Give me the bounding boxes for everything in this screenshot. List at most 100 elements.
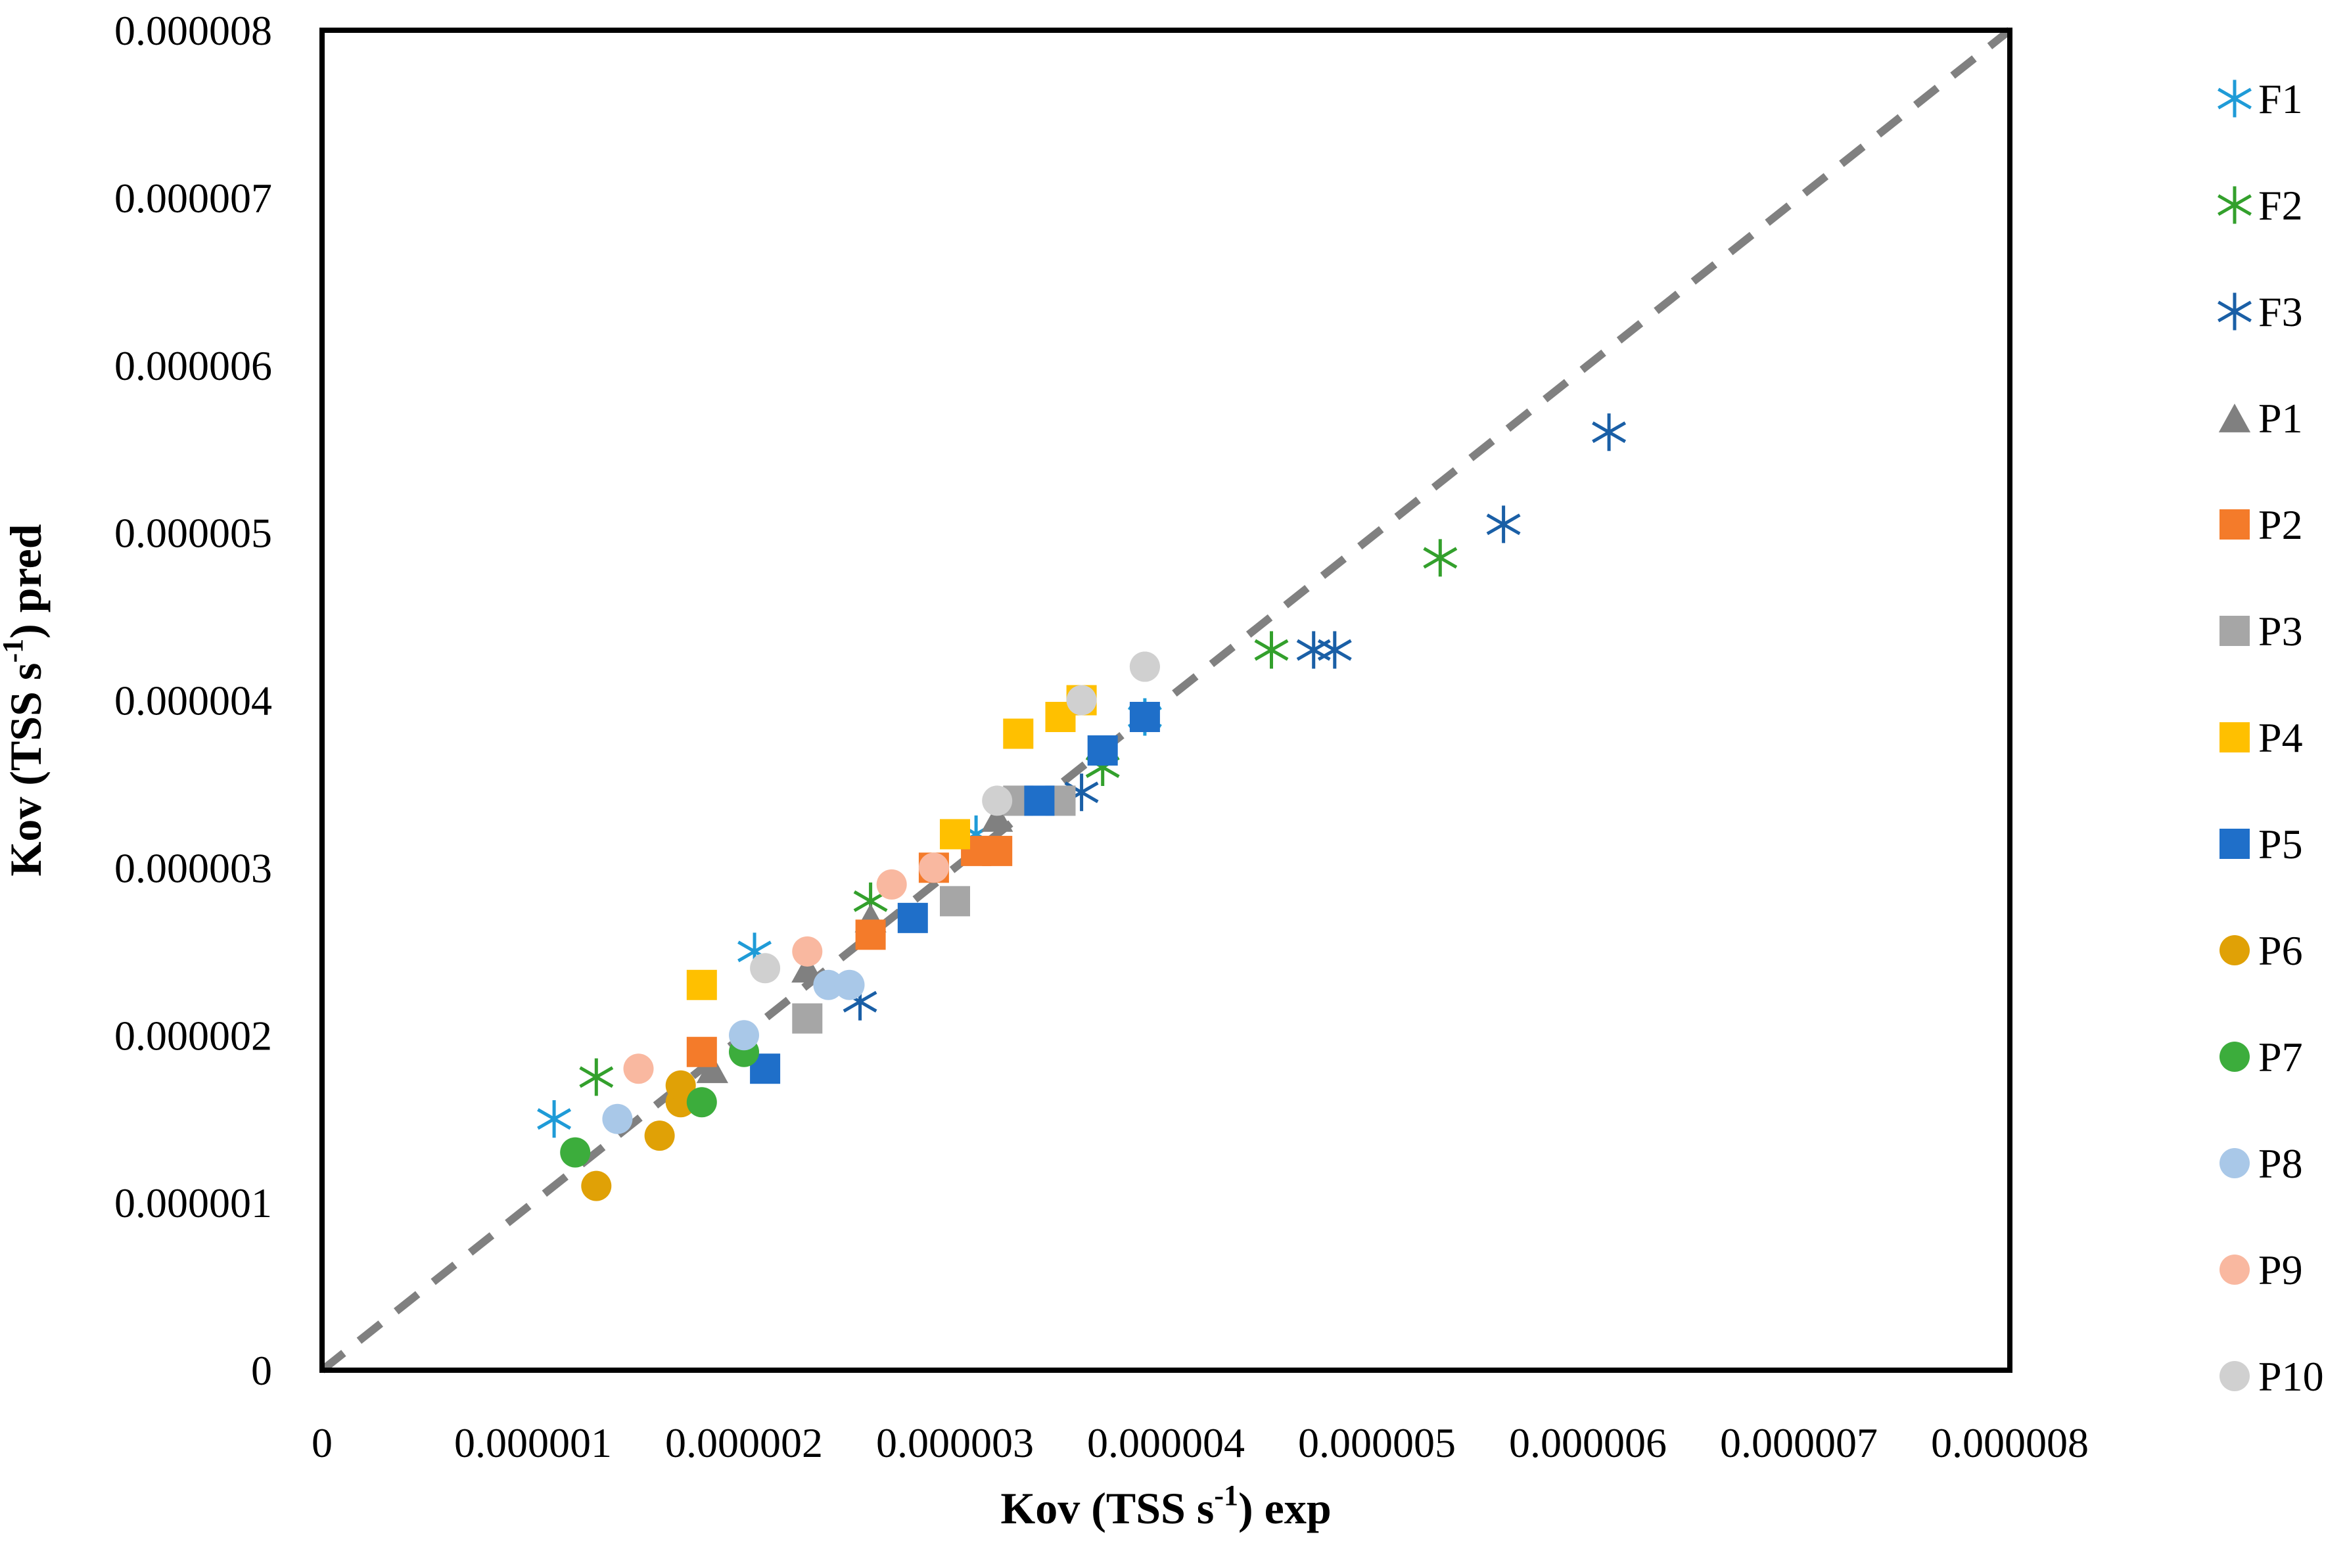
legend-label: P2 [2258, 501, 2303, 548]
x-axis-title-main: Kov (TSS s [1000, 1483, 1214, 1533]
legend-marker-asterisk [2218, 186, 2252, 224]
legend-item-p10: P10 [2219, 1353, 2324, 1400]
data-point [1024, 785, 1055, 816]
data-point [1592, 413, 1627, 451]
data-point [581, 1170, 612, 1201]
y-tick-label: 0.000007 [114, 175, 272, 221]
plot-area-frame [319, 28, 2012, 1373]
data-point [1296, 631, 1331, 669]
x-tick-label: 0.000005 [1298, 1419, 1456, 1466]
y-tick-label: 0.000002 [114, 1012, 272, 1059]
reference-line-1to1 [319, 27, 2012, 1373]
legend-label: F3 [2258, 288, 2303, 335]
data-point [602, 1103, 633, 1134]
data-point [729, 1020, 759, 1051]
data-point [665, 1070, 696, 1101]
series-p4 [686, 685, 1097, 1000]
legend-label: P9 [2258, 1247, 2303, 1293]
y-tick-label: 0 [251, 1347, 272, 1394]
y-tick-label: 0.000004 [114, 678, 272, 724]
legend-marker-square [2219, 829, 2250, 859]
data-point [940, 886, 970, 917]
legend-item-p8: P8 [2219, 1140, 2303, 1187]
series-f3 [843, 413, 1627, 1021]
legend-label: P5 [2258, 821, 2303, 867]
data-point [918, 852, 949, 883]
legend-item-p3: P3 [2219, 608, 2303, 655]
data-point [982, 835, 1013, 866]
y-axis-title-tail: ) pred [1, 524, 51, 639]
data-point [686, 1087, 717, 1118]
data-point [579, 1058, 614, 1096]
data-point [1003, 718, 1034, 749]
x-tick-label: 0.000008 [1931, 1419, 2089, 1466]
y-axis-title-main: Kov (TSS s [1, 663, 51, 877]
data-point [897, 902, 928, 933]
y-axis-title-sup: -1 [0, 639, 29, 663]
legend-label: P4 [2258, 714, 2303, 761]
legend-label: F2 [2258, 182, 2303, 229]
data-point [876, 869, 907, 900]
y-tick-label: 0.000003 [114, 844, 272, 891]
legend-marker-circle [2219, 1255, 2250, 1285]
legend-item-p7: P7 [2219, 1034, 2303, 1080]
legend-marker-square [2219, 509, 2250, 540]
data-point [623, 1053, 654, 1084]
data-point [792, 1003, 823, 1034]
legend-marker-asterisk [2218, 292, 2252, 331]
data-point [813, 969, 844, 1000]
data-point [1087, 735, 1118, 766]
x-tick-label: 0 [312, 1419, 333, 1466]
series-f2 [579, 539, 1458, 1096]
legend-item-p2: P2 [2219, 501, 2303, 548]
legend-marker-asterisk [2218, 80, 2252, 118]
legend-label: P7 [2258, 1034, 2303, 1080]
data-point [1486, 505, 1521, 543]
legend-label: P10 [2258, 1353, 2324, 1400]
y-axis-ticks: 0 0.000001 0.000002 0.000003 0.000004 0.00000… [114, 7, 272, 1394]
legend-marker-triangle [2218, 404, 2251, 432]
legend-item-f3: F3 [2218, 288, 2303, 335]
data-point [855, 919, 886, 950]
x-tick-label: 0.000001 [454, 1419, 612, 1466]
data-point [1317, 631, 1352, 669]
data-point [834, 969, 865, 1000]
legend-label: P6 [2258, 927, 2303, 974]
legend-marker-circle [2219, 1042, 2250, 1072]
data-point [1254, 631, 1289, 669]
data-point [981, 803, 1013, 832]
y-tick-label: 0.000005 [114, 510, 272, 557]
legend-item-p6: P6 [2219, 927, 2303, 974]
legend-label: F1 [2258, 76, 2303, 122]
x-tick-label: 0.000003 [876, 1419, 1034, 1466]
legend-item-p5: P5 [2219, 821, 2303, 867]
y-axis-title: Kov (TSS s-1) pred [0, 524, 51, 876]
data-point [1129, 651, 1160, 682]
legend-marker-circle [2219, 1148, 2250, 1178]
legend: F1 F2 F3 P1 P2 P3 P4 P5 P6 P7 P8 P9 P10 [2218, 76, 2324, 1400]
legend-item-p1: P1 [2218, 395, 2303, 442]
legend-label: P3 [2258, 608, 2303, 655]
data-point [1423, 539, 1458, 577]
x-tick-label: 0.000004 [1087, 1419, 1245, 1466]
data-point [792, 936, 823, 967]
data-point [940, 819, 970, 850]
x-tick-label: 0.000002 [665, 1419, 823, 1466]
data-point [982, 785, 1013, 816]
y-tick-label: 0.000006 [114, 342, 272, 389]
legend-label: P8 [2258, 1140, 2303, 1187]
x-tick-label: 0.000006 [1509, 1419, 1667, 1466]
legend-item-p9: P9 [2219, 1247, 2303, 1293]
series-p10 [750, 651, 1160, 984]
legend-marker-square [2219, 616, 2250, 646]
data-point [1129, 701, 1160, 732]
data-point [686, 969, 717, 1000]
x-axis-title-sup: -1 [1214, 1479, 1238, 1511]
legend-item-f2: F2 [2218, 182, 2303, 229]
data-point [791, 954, 824, 983]
x-axis-ticks: 0 0.000001 0.000002 0.000003 0.000004 0.00000… [312, 1419, 2089, 1466]
data-point [686, 1036, 717, 1067]
legend-marker-circle [2219, 1361, 2250, 1391]
legend-marker-square [2219, 722, 2250, 752]
